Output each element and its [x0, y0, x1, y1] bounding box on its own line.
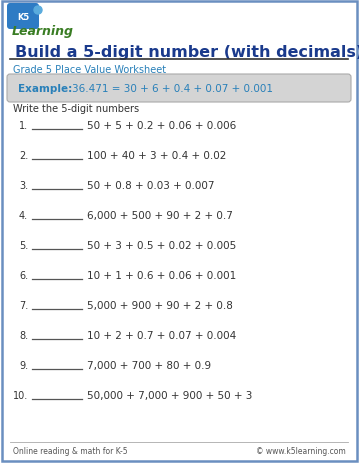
Text: Online reading & math for K-5: Online reading & math for K-5	[13, 446, 128, 456]
Text: 100 + 40 + 3 + 0.4 + 0.02: 100 + 40 + 3 + 0.4 + 0.02	[87, 150, 227, 161]
Text: 50 + 5 + 0.2 + 0.06 + 0.006: 50 + 5 + 0.2 + 0.06 + 0.006	[87, 121, 236, 131]
Text: Grade 5 Place Value Worksheet: Grade 5 Place Value Worksheet	[13, 65, 166, 75]
Text: 5.: 5.	[19, 240, 28, 250]
Text: 10 + 2 + 0.7 + 0.07 + 0.004: 10 + 2 + 0.7 + 0.07 + 0.004	[87, 330, 236, 340]
Text: 50 + 3 + 0.5 + 0.02 + 0.005: 50 + 3 + 0.5 + 0.02 + 0.005	[87, 240, 236, 250]
Text: 36.471 = 30 + 6 + 0.4 + 0.07 + 0.001: 36.471 = 30 + 6 + 0.4 + 0.07 + 0.001	[72, 84, 273, 94]
Text: 50,000 + 7,000 + 900 + 50 + 3: 50,000 + 7,000 + 900 + 50 + 3	[87, 390, 252, 400]
Text: 4.: 4.	[19, 211, 28, 220]
Text: Build a 5-digit number (with decimals): Build a 5-digit number (with decimals)	[15, 44, 359, 59]
Text: Example:: Example:	[18, 84, 72, 94]
Text: K5: K5	[17, 13, 29, 21]
Circle shape	[34, 7, 42, 15]
Text: 5,000 + 900 + 90 + 2 + 0.8: 5,000 + 900 + 90 + 2 + 0.8	[87, 300, 233, 310]
Text: 10.: 10.	[13, 390, 28, 400]
Text: 10 + 1 + 0.6 + 0.06 + 0.001: 10 + 1 + 0.6 + 0.06 + 0.001	[87, 270, 236, 281]
FancyBboxPatch shape	[7, 4, 39, 30]
Text: 2.: 2.	[19, 150, 28, 161]
Text: 6.: 6.	[19, 270, 28, 281]
Text: 50 + 0.8 + 0.03 + 0.007: 50 + 0.8 + 0.03 + 0.007	[87, 181, 214, 191]
Text: 6,000 + 500 + 90 + 2 + 0.7: 6,000 + 500 + 90 + 2 + 0.7	[87, 211, 233, 220]
FancyBboxPatch shape	[7, 75, 351, 103]
Text: 7.: 7.	[19, 300, 28, 310]
Text: © www.k5learning.com: © www.k5learning.com	[256, 446, 346, 456]
Text: 3.: 3.	[19, 181, 28, 191]
Text: Learning: Learning	[12, 25, 74, 38]
Text: Write the 5-digit numbers: Write the 5-digit numbers	[13, 104, 139, 114]
Text: 8.: 8.	[19, 330, 28, 340]
Text: 9.: 9.	[19, 360, 28, 370]
Text: 1.: 1.	[19, 121, 28, 131]
Text: 7,000 + 700 + 80 + 0.9: 7,000 + 700 + 80 + 0.9	[87, 360, 211, 370]
